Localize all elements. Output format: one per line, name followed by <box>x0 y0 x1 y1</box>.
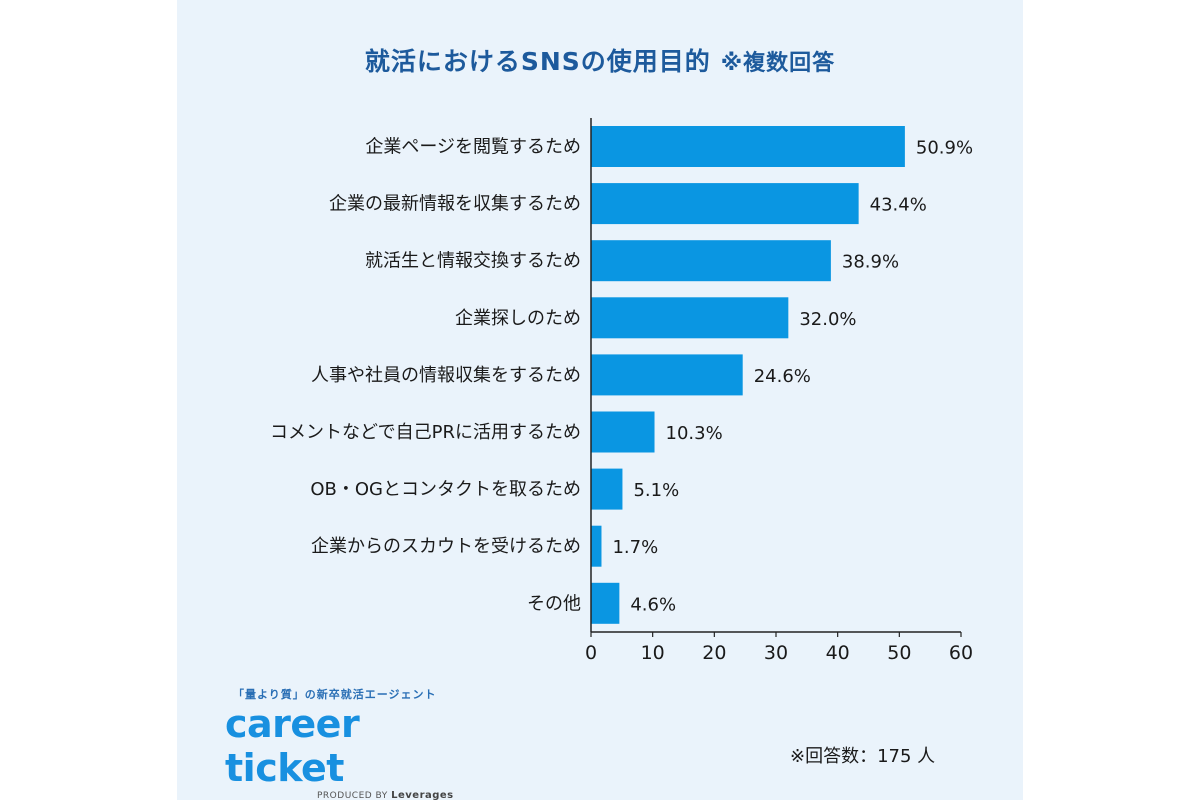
category-label: 企業ページを閲覧するため <box>365 137 581 158</box>
bar <box>591 240 831 282</box>
data-label: 1.7% <box>612 537 658 558</box>
category-label: 人事や社員の情報収集をするため <box>311 365 581 386</box>
bar <box>591 183 859 225</box>
x-tick-label: 0 <box>585 642 597 664</box>
bar <box>591 582 620 624</box>
data-label: 38.9% <box>842 252 899 273</box>
brand-produced-by: PRODUCED BY Leverages <box>317 790 455 801</box>
chart-title-text: 就活におけるSNSの使用目的 <box>364 47 711 76</box>
bar <box>591 411 655 453</box>
category-label: 企業からのスカウトを受けるため <box>311 536 581 557</box>
brand-block: 「量より質」の新卒就活エージェント career ticket PRODUCED… <box>225 686 455 801</box>
brand-company: Leverages <box>391 790 454 801</box>
data-label: 32.0% <box>799 309 856 330</box>
brand-logo: career ticket <box>225 702 360 790</box>
category-label: 就活生と情報交換するため <box>365 251 581 272</box>
data-label: 43.4% <box>870 195 927 216</box>
data-label: 4.6% <box>630 594 676 615</box>
bar <box>591 525 602 567</box>
data-label: 5.1% <box>633 480 679 501</box>
bar <box>591 126 905 167</box>
produced-by-label: PRODUCED BY <box>317 791 388 801</box>
data-label: 50.9% <box>916 138 973 159</box>
bar <box>591 468 623 510</box>
x-tick-label: 50 <box>887 642 911 664</box>
bar <box>591 354 743 396</box>
chart-title: 就活におけるSNSの使用目的 ※複数回答 <box>177 42 1023 78</box>
x-tick-label: 20 <box>702 642 726 664</box>
bar <box>591 297 789 339</box>
category-label: 企業探しのため <box>455 308 581 329</box>
data-label: 24.6% <box>754 366 811 387</box>
chart-title-note: ※複数回答 <box>720 51 836 76</box>
respondents-note: ※回答数：175 人 <box>790 746 936 767</box>
data-label: 10.3% <box>666 423 723 444</box>
category-label: 企業の最新情報を収集するため <box>329 194 581 215</box>
x-tick-label: 60 <box>949 642 973 664</box>
category-label: コメントなどで自己PRに活用するため <box>270 422 581 443</box>
category-label: その他 <box>527 593 581 614</box>
x-tick-label: 10 <box>641 642 665 664</box>
category-label: OB・OGとコンタクトを取るため <box>310 479 581 500</box>
brand-tagline: 「量より質」の新卒就活エージェント <box>233 688 437 701</box>
x-tick-label: 40 <box>826 642 850 664</box>
x-tick-label: 30 <box>764 642 788 664</box>
